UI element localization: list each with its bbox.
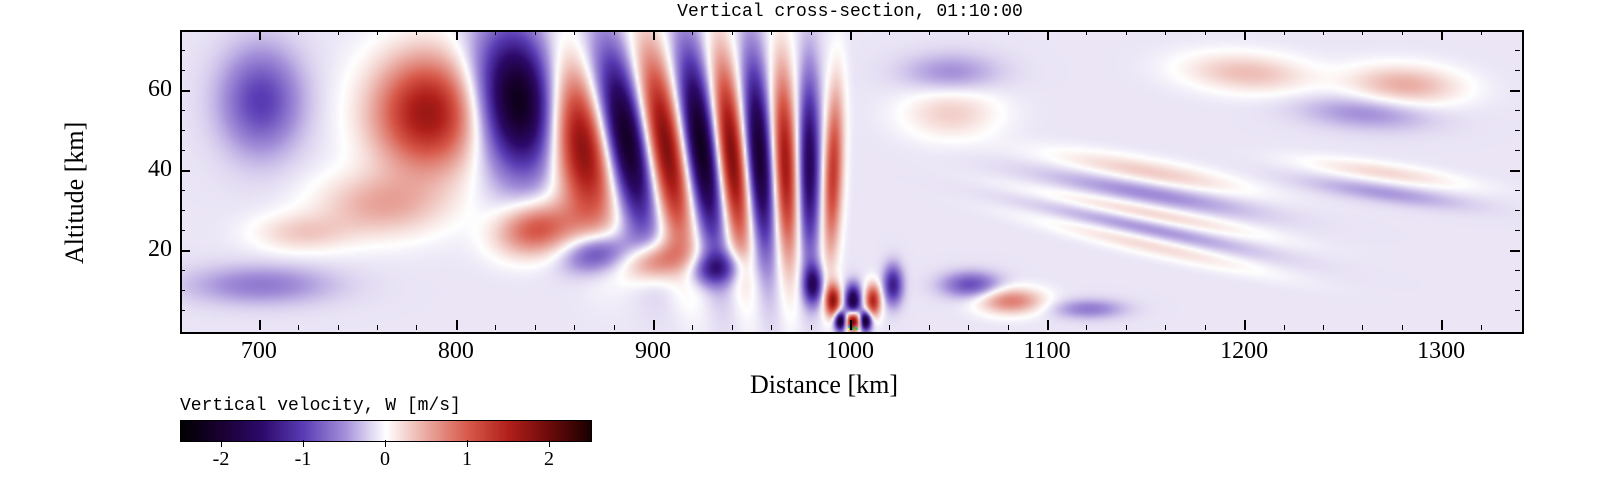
tick-label: 1300 [1411,338,1471,365]
tick-label: 900 [623,338,683,365]
tick-label: 60 [130,76,172,103]
tick-label: 700 [229,338,289,365]
tick-label: 1200 [1214,338,1274,365]
tick-label: 1000 [820,338,880,365]
y-axis-label: Altitude [km] [60,122,90,264]
colorbar-title: Vertical velocity, W [m/s] [180,396,461,416]
colorbar-tick-label: -1 [283,448,323,471]
tick-label: 40 [130,156,172,183]
velocity-field-canvas [182,32,1522,332]
colorbar-tick-label: 0 [365,448,405,471]
tick-label: 20 [130,236,172,263]
colorbar-tick-label: -2 [201,448,241,471]
tick-label: 800 [426,338,486,365]
tick-label: 1100 [1017,338,1077,365]
colorbar [180,420,592,442]
x-axis-label: Distance [km] [750,370,898,400]
plot-title: Vertical cross-section, 01:10:00 [180,2,1520,22]
cross-section-heatmap [180,30,1524,334]
colorbar-tick-label: 2 [529,448,569,471]
colorbar-tick-label: 1 [447,448,487,471]
